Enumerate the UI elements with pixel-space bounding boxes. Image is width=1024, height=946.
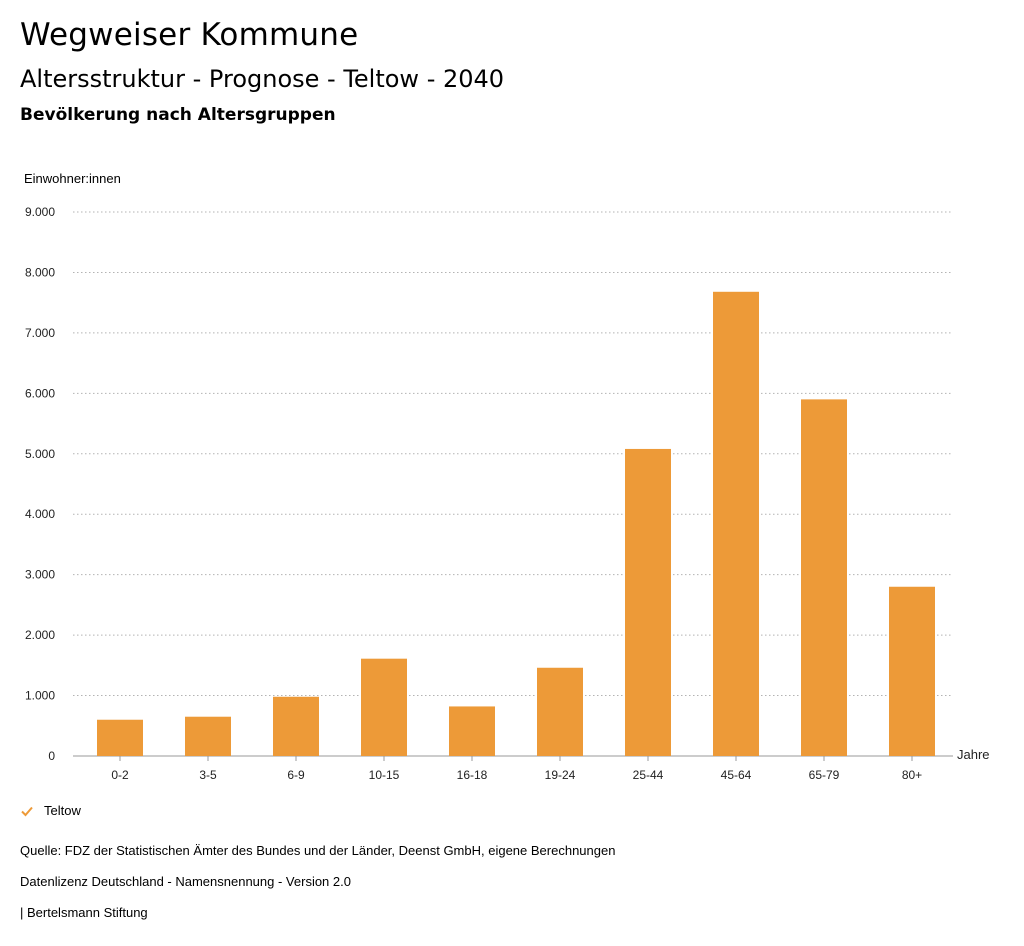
legend-label: Teltow <box>44 803 81 818</box>
bar-80+ <box>889 586 935 756</box>
bar-3-5 <box>185 716 231 756</box>
x-tick-label: 0-2 <box>111 768 129 782</box>
x-tick-label: 80+ <box>902 768 922 782</box>
x-tick-label: 6-9 <box>287 768 305 782</box>
bar-0-2 <box>97 719 143 756</box>
x-tick-label: 25-44 <box>633 768 664 782</box>
y-tick-label: 7.000 <box>25 326 55 340</box>
x-tick-label: 3-5 <box>199 768 217 782</box>
bar-45-64 <box>713 291 759 756</box>
bar-16-18 <box>449 706 495 756</box>
source-note: Quelle: FDZ der Statistischen Ämter des … <box>20 843 616 858</box>
y-tick-label: 2.000 <box>25 628 55 642</box>
y-tick-label: 8.000 <box>25 265 55 279</box>
chart-caption: Bevölkerung nach Altersgruppen <box>20 105 336 125</box>
x-axis-label: Jahre <box>957 747 990 762</box>
credit-note: | Bertelsmann Stiftung <box>20 905 148 920</box>
license-note: Datenlizenz Deutschland - Namensnennung … <box>20 874 351 889</box>
bar-25-44 <box>625 448 671 756</box>
y-tick-label: 0 <box>48 749 55 763</box>
y-tick-label: 9.000 <box>25 205 55 219</box>
x-tick-label: 45-64 <box>721 768 752 782</box>
y-tick-label: 4.000 <box>25 507 55 521</box>
x-tick-label: 65-79 <box>809 768 840 782</box>
bar-65-79 <box>801 399 847 756</box>
y-tick-label: 6.000 <box>25 386 55 400</box>
x-tick-label: 10-15 <box>369 768 400 782</box>
page-title: Wegweiser Kommune <box>20 17 359 53</box>
y-tick-label: 1.000 <box>25 689 55 703</box>
y-tick-label: 3.000 <box>25 568 55 582</box>
bar-6-9 <box>273 696 319 756</box>
chart-subtitle: Altersstruktur - Prognose - Teltow - 204… <box>20 65 505 93</box>
y-axis-label: Einwohner:innen <box>24 171 121 186</box>
x-tick-label: 19-24 <box>545 768 576 782</box>
y-tick-label: 5.000 <box>25 447 55 461</box>
check-icon <box>21 806 33 816</box>
x-tick-label: 16-18 <box>457 768 488 782</box>
legend-item-teltow[interactable]: Teltow <box>20 803 81 818</box>
bar-19-24 <box>537 667 583 756</box>
bar-10-15 <box>361 658 407 756</box>
